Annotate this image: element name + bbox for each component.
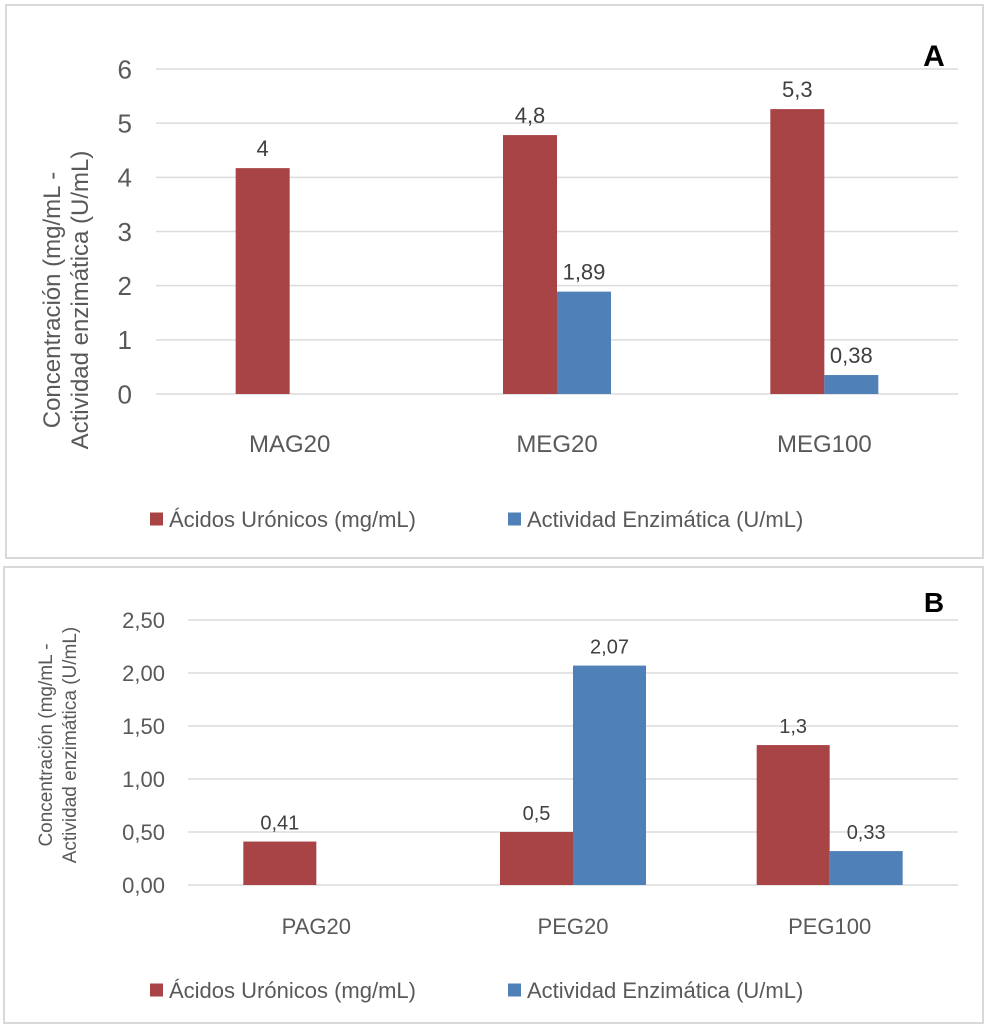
y-axis-label: Actividad enzimática (U/mL) — [60, 627, 81, 864]
data-label: 0,5 — [523, 803, 551, 825]
chart-frame — [5, 4, 984, 559]
y-tick-label: 2,50 — [122, 608, 165, 633]
y-tick-label: 0 — [118, 379, 132, 409]
data-label: 4,8 — [515, 103, 546, 128]
data-label: 0,41 — [260, 813, 299, 835]
x-tick-label: PEG20 — [538, 914, 609, 939]
y-axis-label: Actividad enzimática (U/mL) — [67, 151, 94, 450]
y-tick-label: 2 — [118, 271, 132, 301]
data-label: 2,07 — [590, 637, 629, 659]
bar-actividad-enzimatica-peg100 — [829, 851, 903, 885]
bar-actividad-enzimatica-peg20 — [573, 665, 646, 885]
legend-swatch — [150, 512, 163, 526]
chart-panel-a: 0 1 2 3 4 5 6 Concentración (mg/mL - Actividad e… — [5, 4, 984, 559]
x-tick-label: PEG100 — [788, 914, 871, 939]
bar-acidos-uronicos-meg20 — [503, 135, 557, 395]
y-tick-label: 1,50 — [122, 714, 165, 739]
chart-frame — [3, 566, 984, 1024]
x-tick-label: MAG20 — [249, 431, 330, 458]
data-label: 0,38 — [830, 343, 873, 368]
legend-swatch — [508, 983, 521, 997]
legend-swatch — [150, 983, 163, 997]
y-axis-label: Concentración (mg/mL - — [39, 172, 66, 429]
y-tick-label: 2,00 — [122, 661, 165, 686]
data-label: 0,33 — [847, 822, 886, 844]
legend-label: Ácidos Urónicos (mg/mL) — [169, 507, 416, 532]
y-tick-label: 3 — [118, 217, 132, 247]
x-tick-label: PAG20 — [282, 914, 351, 939]
x-tick-label: MEG20 — [516, 431, 597, 458]
y-axis-label: Concentración (mg/mL - — [36, 643, 57, 846]
legend-swatch — [508, 512, 521, 526]
y-tick-label: 0,00 — [122, 873, 165, 898]
bar-acidos-uronicos-pag20 — [243, 841, 317, 885]
y-tick-label: 1,00 — [122, 767, 165, 792]
bar-acidos-uronicos-peg100 — [756, 745, 830, 885]
bar-actividad-enzimatica-meg100 — [824, 375, 879, 394]
y-tick-label: 0,50 — [122, 820, 165, 845]
panel-label: A — [923, 40, 945, 73]
x-tick-label: MEG100 — [777, 431, 872, 458]
data-label: 1,89 — [563, 260, 606, 285]
bar-acidos-uronicos-meg100 — [770, 109, 825, 394]
data-label: 5,3 — [782, 77, 813, 102]
data-label: 1,3 — [779, 716, 807, 738]
legend-label: Actividad Enzimática (U/mL) — [527, 978, 803, 1003]
y-tick-label: 5 — [118, 109, 132, 139]
chart-panel-b: 0,00 0,50 1,00 1,50 2,00 2,50 Concentración (m… — [3, 566, 984, 1024]
bar-acidos-uronicos-peg20 — [500, 832, 573, 885]
data-label: 4 — [257, 136, 269, 161]
panel-label: B — [924, 587, 944, 618]
y-tick-label: 4 — [118, 163, 132, 193]
bar-acidos-uronicos-mag20 — [235, 168, 290, 394]
legend-label: Actividad Enzimática (U/mL) — [527, 507, 803, 532]
legend-label: Ácidos Urónicos (mg/mL) — [169, 978, 416, 1003]
y-tick-label: 1 — [118, 325, 132, 355]
bar-actividad-enzimatica-meg20 — [557, 291, 611, 394]
y-tick-label: 6 — [118, 54, 132, 84]
